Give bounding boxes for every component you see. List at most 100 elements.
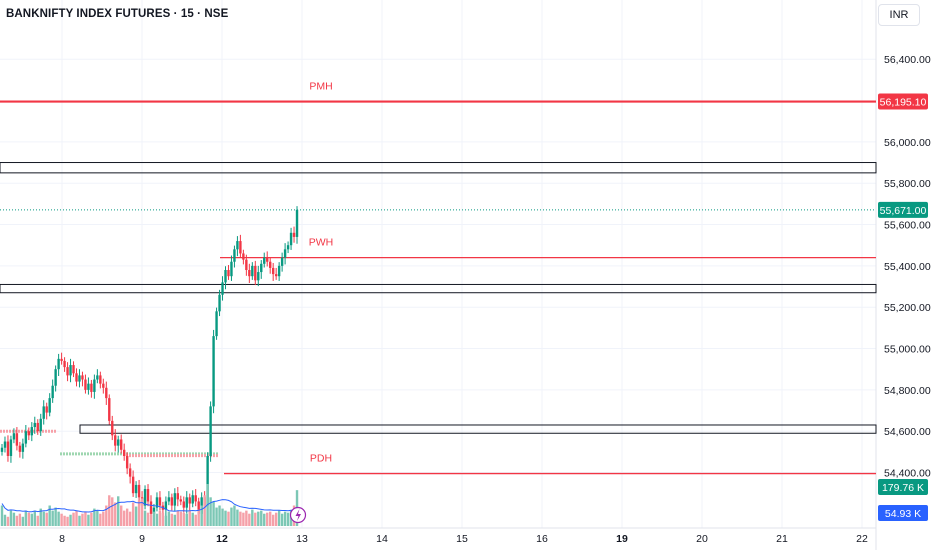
volume-ma-badge-bg	[878, 505, 928, 521]
volume-bar	[173, 514, 177, 526]
candle-body	[33, 422, 36, 428]
candle-body	[218, 294, 221, 312]
volume-bar	[143, 510, 147, 526]
volume-bar	[3, 514, 7, 526]
zone-box	[0, 162, 877, 174]
candle-body	[251, 265, 254, 277]
volume-bar	[209, 497, 212, 526]
candle-body	[45, 406, 48, 413]
candle-body	[96, 375, 99, 380]
volume-bar	[6, 516, 10, 526]
y-tick-label: 54,600.00	[884, 426, 931, 438]
candle-body	[206, 455, 209, 506]
y-tick-label: 54,800.00	[884, 385, 931, 397]
candle-body	[69, 365, 72, 376]
candle-body	[27, 431, 31, 436]
volume-bar	[182, 512, 185, 526]
candle-body	[36, 422, 39, 432]
y-tick-label: 55,400.00	[884, 261, 931, 273]
volume-bar	[51, 510, 54, 526]
candle-body	[266, 257, 269, 262]
candle-body	[146, 489, 150, 502]
volume-bar	[60, 513, 63, 526]
candle-body	[134, 484, 138, 494]
candle-body	[221, 282, 224, 295]
y-tick-label: 54,400.00	[884, 468, 931, 480]
volume-bar	[239, 511, 242, 526]
candle-body	[209, 406, 212, 456]
volume-bar	[227, 511, 230, 526]
candle-body	[42, 406, 45, 419]
y-tick-label: 55,200.00	[884, 302, 931, 314]
candle-body	[182, 501, 185, 508]
candle-body	[269, 261, 272, 268]
candle-body	[215, 311, 218, 337]
candle-body	[283, 249, 287, 258]
volume-bar	[45, 512, 48, 526]
candle-body	[164, 501, 168, 510]
volume-bar	[66, 516, 69, 526]
volume-bar	[164, 515, 168, 526]
volume-bar	[257, 511, 260, 526]
candle-body	[158, 497, 162, 506]
volume-bar	[176, 510, 180, 526]
currency-selector[interactable]: INR	[878, 4, 920, 26]
candle-body	[21, 443, 25, 452]
candle-body	[111, 420, 114, 436]
candle-body	[9, 439, 13, 456]
volume-bar	[194, 514, 197, 526]
candle-body	[117, 439, 120, 446]
candle-body	[30, 427, 33, 436]
x-tick-label: 12	[216, 533, 228, 545]
last-price-badge: 55,671.00	[880, 205, 927, 217]
candle-body	[122, 449, 126, 456]
y-tick-label: 55,600.00	[884, 220, 931, 232]
volume-bar	[36, 515, 39, 526]
volume-bar	[188, 510, 191, 526]
candle-body	[263, 257, 266, 264]
volume-ma-line	[1, 499, 298, 513]
candle-body	[176, 493, 180, 500]
candle-body	[99, 375, 102, 384]
bolt-glyph-icon	[295, 509, 301, 521]
zone-box	[79, 424, 877, 434]
y-tick-label: 56,400.00	[884, 54, 931, 66]
candle-body	[18, 445, 22, 452]
candle-body	[48, 398, 51, 413]
volume-bar	[48, 505, 51, 526]
volume-bar	[84, 511, 87, 526]
candle-body	[137, 484, 141, 498]
candle-body	[54, 369, 57, 386]
volume-bar	[197, 509, 200, 526]
volume-bar	[170, 513, 174, 526]
candle-body	[75, 373, 78, 382]
volume-ma-badge: 54.93 K	[885, 508, 921, 520]
candle-body	[39, 418, 42, 432]
volume-bar	[78, 515, 81, 526]
candle-body	[102, 383, 105, 388]
candle-body	[260, 263, 263, 273]
volume-bar	[260, 510, 263, 526]
x-tick-label: 14	[376, 533, 388, 545]
volume-bar	[72, 512, 75, 526]
volume-bar	[140, 498, 144, 526]
candle-body	[280, 257, 284, 266]
volume-bar	[134, 506, 138, 526]
candle-body	[72, 365, 75, 374]
volume-bar	[146, 512, 150, 526]
x-tick-label: 13	[296, 533, 308, 545]
chart-title: BANKNIFTY INDEX FUTURES · 15 · NSE	[6, 8, 229, 20]
volume-bar	[167, 511, 171, 526]
candle-body	[84, 379, 87, 390]
candle-body	[120, 439, 123, 450]
x-tick-label: 20	[696, 533, 708, 545]
volume-bar	[69, 514, 72, 526]
volume-bar	[63, 515, 66, 526]
volume-bar	[39, 508, 42, 526]
candle-body	[245, 259, 248, 270]
candle-body	[277, 265, 281, 277]
volume-bar	[242, 512, 245, 526]
candle-body	[239, 241, 242, 254]
candle-body	[149, 501, 153, 514]
